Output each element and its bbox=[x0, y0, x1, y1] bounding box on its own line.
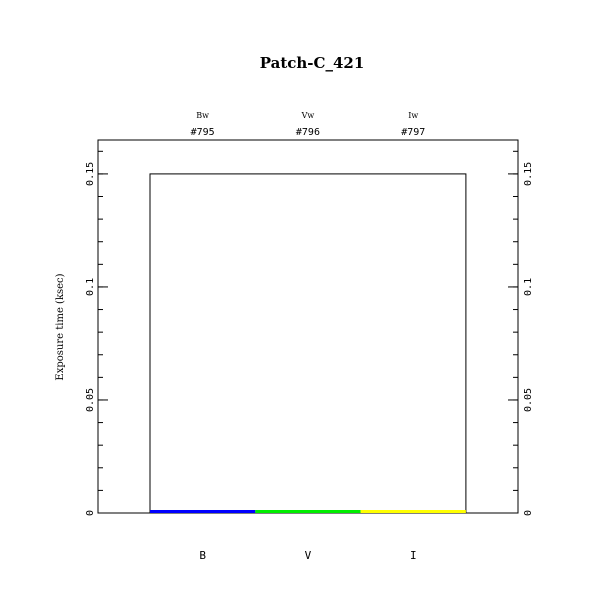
bar-V bbox=[255, 510, 361, 513]
bar-I bbox=[360, 510, 466, 513]
y-axis-label: Exposure time (ksec) bbox=[55, 273, 66, 380]
exposure-id-label: #797 bbox=[401, 127, 425, 138]
y-tick-label-right: 0.05 bbox=[523, 388, 534, 412]
plot-frame bbox=[97, 139, 519, 514]
y-tick-label-right: 0.1 bbox=[523, 278, 534, 296]
y-tick-label-left: 0 bbox=[85, 510, 96, 516]
x-category-label: V bbox=[305, 549, 312, 562]
y-tick-label-right: 0.15 bbox=[523, 162, 534, 186]
y-tick-label-left: 0.1 bbox=[85, 278, 96, 296]
x-category-label: I bbox=[410, 549, 417, 562]
y-tick-label-left: 0.05 bbox=[85, 388, 96, 412]
total-exposure-outline bbox=[149, 173, 467, 514]
y-tick-label-right: 0 bbox=[523, 510, 534, 516]
y-tick-label-left: 0.15 bbox=[85, 162, 96, 186]
chart-title: Patch-C_421 bbox=[260, 54, 365, 72]
exposure-id-label: #795 bbox=[191, 127, 215, 138]
bar-B bbox=[150, 510, 256, 513]
filter-label: Iw bbox=[408, 111, 418, 120]
filter-label: Vw bbox=[301, 111, 315, 120]
x-category-label: B bbox=[199, 549, 206, 562]
exposure-id-label: #796 bbox=[296, 127, 320, 138]
filter-label: Bw bbox=[196, 111, 209, 120]
